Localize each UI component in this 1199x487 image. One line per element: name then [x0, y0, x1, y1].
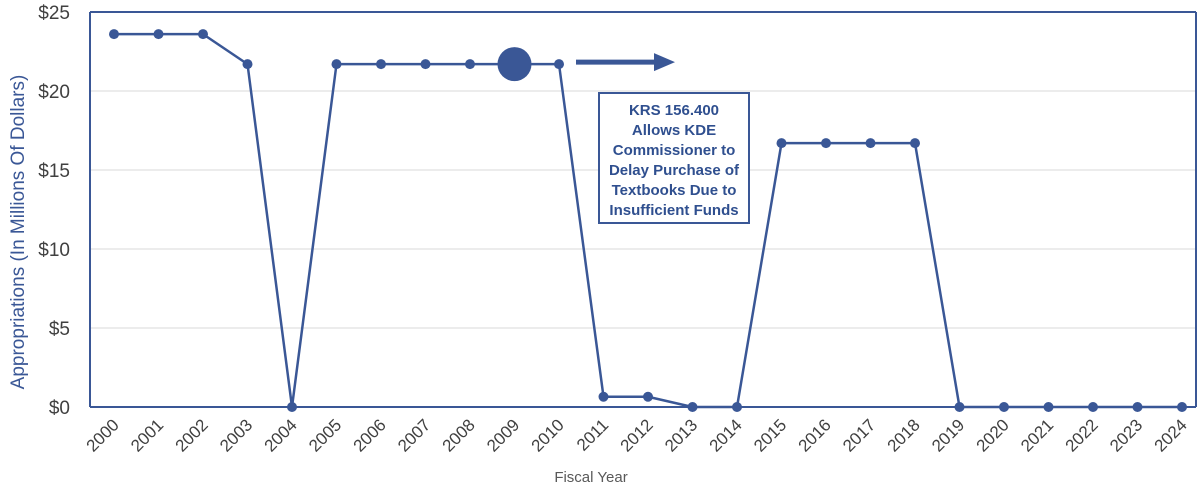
x-tick-label: 2011: [573, 415, 612, 454]
annotation-text-line: Commissioner to: [613, 142, 736, 159]
x-tick-label: 2019: [928, 415, 968, 455]
data-point: [910, 138, 920, 149]
x-tick-label: 2003: [216, 415, 256, 455]
x-tick-label: 2017: [839, 415, 879, 455]
y-axis-label: Appropriations (In Millions Of Dollars): [8, 75, 29, 390]
x-tick-label: 2015: [750, 415, 790, 455]
annotation-box: [598, 92, 750, 224]
x-tick-label: 2014: [706, 415, 746, 455]
annotation: KRS 156.400 Allows KDE Commissioner to Dela…: [576, 53, 750, 224]
x-tick-label: 2009: [483, 415, 523, 455]
data-point: [109, 29, 119, 40]
x-tick-label: 2021: [1017, 415, 1057, 455]
data-point: [643, 391, 653, 402]
x-tick-label: 2022: [1062, 415, 1102, 455]
x-tick-label: 2010: [528, 415, 568, 455]
data-point: [465, 59, 475, 70]
y-tick-label: $10: [38, 240, 70, 261]
annotation-arrow-head: [654, 53, 675, 72]
y-tick-label: $15: [38, 161, 70, 182]
x-tick-label: 2000: [83, 415, 123, 455]
x-tick-label: 2016: [795, 415, 835, 455]
data-point: [242, 59, 253, 70]
annotation-text-line: Textbooks Due to: [612, 182, 737, 199]
y-tick-labels: $0 $5 $10 $15 $20 $25: [38, 3, 70, 419]
x-tick-label: 2018: [884, 415, 924, 455]
data-point: [287, 402, 297, 412]
annotation-text-line: KRS 156.400: [629, 102, 719, 119]
x-tick-label: 2001: [127, 415, 167, 455]
x-tick-label: 2008: [439, 415, 479, 455]
data-point: [420, 59, 431, 70]
data-point: [732, 402, 742, 412]
y-tick-label: $25: [38, 3, 70, 24]
x-tick-label: 2002: [172, 415, 212, 455]
y-tick-label: $0: [49, 398, 70, 419]
data-point: [865, 138, 876, 149]
x-axis-label: Fiscal Year: [554, 469, 627, 486]
x-tick-label: 2012: [617, 415, 657, 455]
y-tick-label: $5: [49, 319, 70, 340]
x-tick-label: 2007: [394, 415, 434, 455]
annotation-text-line: Delay Purchase of: [609, 162, 740, 179]
data-point: [821, 138, 831, 149]
y-tick-label: $20: [38, 82, 70, 103]
annotation-text-line: Allows KDE: [632, 122, 716, 139]
x-tick-label: 2004: [261, 415, 301, 455]
x-tick-label: 2024: [1151, 415, 1191, 455]
data-point: [554, 59, 564, 70]
data-point: [1088, 402, 1098, 412]
data-point: [376, 59, 386, 70]
series: [109, 29, 1187, 412]
annotation-text-line: Insufficient Funds: [609, 202, 738, 219]
data-point: [1043, 402, 1054, 412]
x-tick-label: 2023: [1106, 415, 1146, 455]
data-point: [198, 29, 208, 40]
data-point: [598, 391, 609, 402]
data-point: [1132, 402, 1143, 412]
data-point: [1177, 402, 1187, 412]
data-point: [331, 59, 342, 70]
data-point: [954, 402, 965, 412]
highlight-point: [497, 47, 532, 82]
x-tick-labels: 2000 2001 2002 2003 2004 2005 2006 2007 2008 2009…: [83, 415, 1191, 455]
data-point: [153, 29, 164, 40]
x-tick-label: 2006: [350, 415, 390, 455]
x-tick-label: 2013: [661, 415, 701, 455]
data-point: [687, 402, 698, 412]
data-point: [776, 138, 787, 149]
x-tick-label: 2020: [973, 415, 1013, 455]
x-tick-label: 2005: [305, 415, 345, 455]
data-point: [999, 402, 1009, 412]
